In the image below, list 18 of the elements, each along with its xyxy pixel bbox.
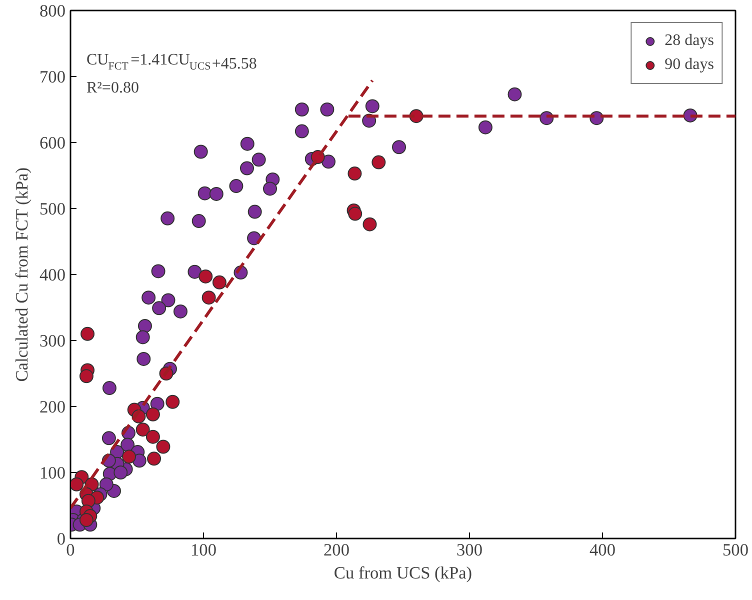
x-tick-label: 400 <box>590 540 616 560</box>
x-tick-label: 200 <box>324 540 350 560</box>
x-tick-label: 100 <box>190 540 217 560</box>
y-tick-label: 800 <box>40 2 66 20</box>
y-tick-label: 500 <box>40 200 66 218</box>
x-tick-label: 500 <box>722 540 749 560</box>
y-tick-label: 400 <box>40 266 66 284</box>
y-tick-label: 100 <box>40 464 66 482</box>
x-tick-label: 300 <box>456 540 483 560</box>
y-tick-label: 200 <box>40 398 66 416</box>
y-tick-label: 700 <box>40 68 66 86</box>
legend-label: 90 days <box>664 56 714 74</box>
y-axis-title: Calculated Cu from FCT (kPa) <box>12 167 32 382</box>
x-axis-title: Cu from UCS (kPa) <box>334 564 472 582</box>
y-tick-label: 600 <box>40 134 66 152</box>
legend-label: 28 days <box>664 32 714 50</box>
y-tick-label: 300 <box>40 332 66 350</box>
annotation: R²=0.80 <box>86 79 139 96</box>
